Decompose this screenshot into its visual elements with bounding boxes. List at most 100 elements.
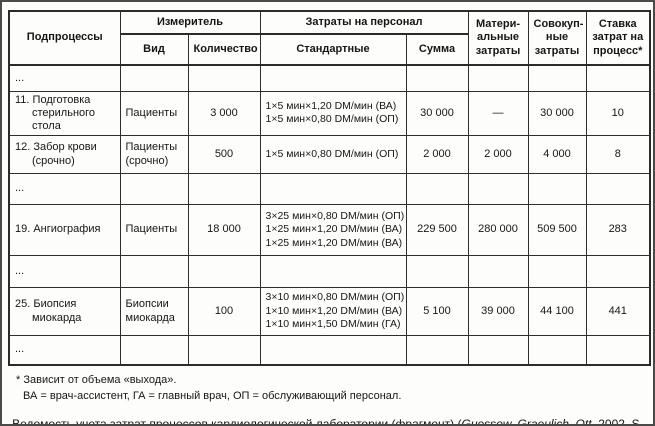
subprocess-name: 19. Ангиография	[15, 223, 101, 236]
cell-meter-type: Пациенты	[119, 90, 189, 137]
cell-meter-type: Пациенты (срочно)	[119, 135, 189, 175]
subprocess-name: 12. Забор крови (срочно)	[15, 141, 97, 167]
cell-standards: 3×10 мин×0,80 DM/мин (ОП) 1×10 мин×1,20 …	[259, 287, 407, 337]
empty-cell	[527, 64, 587, 92]
table-row-process-25: 25. Биопсия миокарда Биопсии миокарда 10…	[8, 287, 651, 337]
footnote-output-dependency: * Зависит от объема «выхода».	[16, 373, 177, 386]
ellipsis-row: ...	[8, 173, 651, 206]
standard-line: 1×25 мин×1,20 DM/мин (ВА)	[265, 223, 403, 236]
cell-total-costs: 509 500	[527, 204, 587, 257]
cell-material-costs: 39 000	[467, 287, 529, 337]
empty-cell	[259, 255, 407, 289]
col-header-total-costs: Совокуп- ные затраты	[527, 10, 587, 66]
standard-line: 1×10 мин×1,50 DM/мин (ГА)	[265, 318, 401, 331]
standard-line: 1×25 мин×1,20 DM/мин (ВА)	[265, 236, 403, 249]
col-header-process-rate: Ставка затрат на процесс*	[585, 10, 651, 66]
col-header-sum: Сумма	[405, 33, 469, 66]
subprocess-name: 25. Биопсия миокарда	[15, 298, 82, 324]
empty-cell	[467, 173, 529, 206]
standard-line: 1×5 мин×0,80 DM/мин (ОП)	[265, 147, 399, 160]
footnotes: * Зависит от объема «выхода». ВА = врач-…	[8, 373, 647, 405]
empty-cell	[585, 255, 651, 289]
table-row-process-11: 11. Подготовка стерильного стола Пациент…	[8, 90, 651, 137]
table-caption: Ведомость учета затрат процессов кардиол…	[8, 417, 647, 426]
empty-cell	[187, 173, 261, 206]
cell-subprocess: 11. Подготовка стерильного стола	[8, 90, 121, 137]
empty-cell	[585, 335, 651, 366]
ellipsis-cell: ...	[8, 64, 121, 92]
empty-cell	[527, 255, 587, 289]
ellipsis-row: ...	[8, 255, 651, 289]
subprocess-name: 11. Подготовка стерильного стола	[15, 93, 96, 132]
meter-type-value: Пациенты	[125, 223, 178, 236]
caption-source-year: 2002, S. 186)	[598, 417, 643, 426]
empty-cell	[467, 64, 529, 92]
standard-line: 3×10 мин×0,80 DM/мин (ОП)	[265, 291, 405, 304]
meter-type-value: Биопсии миокарда	[125, 298, 175, 324]
empty-cell	[187, 335, 261, 366]
ellipsis-cell: ...	[8, 173, 121, 206]
cell-total-costs: 4 000	[527, 135, 587, 175]
empty-cell	[467, 255, 529, 289]
standard-line: 1×5 мин×1,20 DM/мин (ВА)	[265, 99, 397, 112]
empty-cell	[585, 173, 651, 206]
empty-cell	[119, 255, 189, 289]
empty-cell	[119, 173, 189, 206]
caption-text: Ведомость учета затрат процессов кардиол…	[12, 417, 462, 426]
standard-line: 1×5 мин×0,80 DM/мин (ОП)	[265, 113, 399, 126]
empty-cell	[259, 335, 407, 366]
empty-cell	[467, 335, 529, 366]
cell-quantity: 100	[187, 287, 261, 337]
table-row-process-12: 12. Забор крови (срочно) Пациенты (срочн…	[8, 135, 651, 175]
col-header-meter-type: Вид	[119, 33, 189, 66]
cell-subprocess: 12. Забор крови (срочно)	[8, 135, 121, 175]
empty-cell	[585, 64, 651, 92]
empty-cell	[187, 255, 261, 289]
col-header-meter-group: Измеритель	[119, 10, 261, 35]
cell-material-costs: 2 000	[467, 135, 529, 175]
table-row-process-19: 19. Ангиография Пациенты 18 000 3×25 мин…	[8, 204, 651, 257]
cell-subprocess: 25. Биопсия миокарда	[8, 287, 121, 337]
cell-process-rate: 8	[585, 135, 651, 175]
meter-type-value: Пациенты (срочно)	[125, 141, 178, 167]
empty-cell	[259, 173, 407, 206]
cell-process-rate: 441	[585, 287, 651, 337]
cell-quantity: 3 000	[187, 90, 261, 137]
empty-cell	[187, 64, 261, 92]
cell-standards: 3×25 мин×0,80 DM/мин (ОП) 1×25 мин×1,20 …	[259, 204, 407, 257]
empty-cell	[119, 335, 189, 366]
cell-standards: 1×5 мин×0,80 DM/мин (ОП)	[259, 135, 407, 175]
empty-cell	[527, 173, 587, 206]
col-header-meter-quantity: Количество	[187, 33, 261, 66]
empty-cell	[527, 335, 587, 366]
col-header-personnel-group: Затраты на персонал	[259, 10, 469, 35]
empty-cell	[405, 335, 469, 366]
cell-subprocess: 19. Ангиография	[8, 204, 121, 257]
col-header-subprocesses: Подпроцессы	[8, 10, 121, 66]
cell-sum: 2 000	[405, 135, 469, 175]
empty-cell	[405, 64, 469, 92]
cell-sum: 5 100	[405, 287, 469, 337]
footnote-abbreviations: ВА = врач-ассистент, ГА = главный врач, …	[23, 389, 402, 402]
empty-cell	[119, 64, 189, 92]
cell-sum: 30 000	[405, 90, 469, 137]
cell-process-rate: 283	[585, 204, 651, 257]
ellipsis-row: ...	[8, 335, 651, 366]
standard-line: 1×10 мин×1,20 DM/мин (ВА)	[265, 304, 403, 317]
cell-sum: 229 500	[405, 204, 469, 257]
col-header-material-costs: Матери- альные затраты	[467, 10, 529, 66]
meter-type-value: Пациенты	[125, 106, 178, 119]
cell-meter-type: Биопсии миокарда	[119, 287, 189, 337]
ellipsis-cell: ...	[8, 335, 121, 366]
ellipsis-row: ...	[8, 64, 651, 92]
cell-material-costs: 280 000	[467, 204, 529, 257]
cell-material-costs: —	[467, 90, 529, 137]
cost-table: Подпроцессы Измеритель Затраты на персон…	[8, 10, 651, 366]
empty-cell	[259, 64, 407, 92]
ellipsis-cell: ...	[8, 255, 121, 289]
cell-standards: 1×5 мин×1,20 DM/мин (ВА) 1×5 мин×0,80 DM…	[259, 90, 407, 137]
cell-total-costs: 30 000	[527, 90, 587, 137]
empty-cell	[405, 255, 469, 289]
empty-cell	[405, 173, 469, 206]
col-header-standards: Стандартные	[259, 33, 407, 66]
